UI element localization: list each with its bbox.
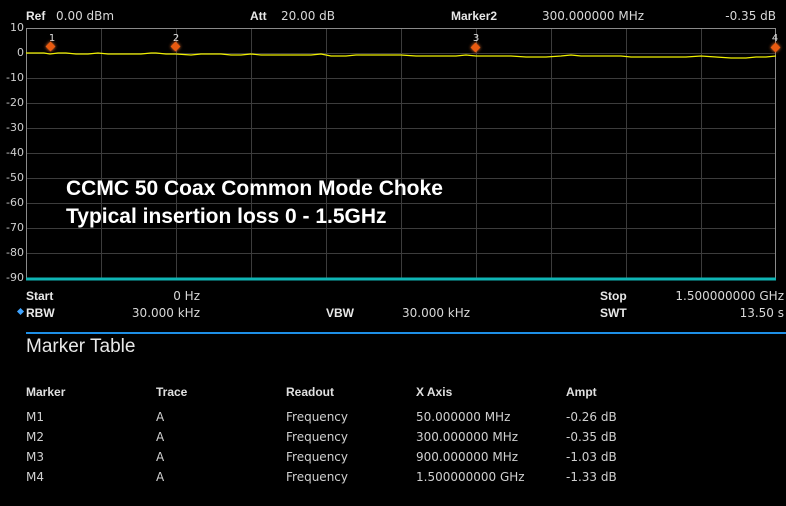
marker-4-label: 4 [771, 33, 779, 44]
column-header-trace: Trace [156, 385, 188, 399]
start-value[interactable]: 0 Hz [173, 289, 200, 303]
cell-readout: Frequency [286, 450, 348, 464]
y-tick: -40 [6, 146, 24, 159]
y-tick: -30 [6, 121, 24, 134]
cell-ampt: -1.03 dB [566, 450, 617, 464]
column-header-marker: Marker [26, 385, 66, 399]
y-tick: -70 [6, 221, 24, 234]
cell-marker: M1 [26, 410, 44, 424]
ref-value[interactable]: 0.00 dBm [56, 9, 115, 23]
grid [26, 28, 776, 278]
rbw-label: RBW [26, 306, 55, 320]
cell-readout: Frequency [286, 470, 348, 484]
att-value[interactable]: 20.00 dB [281, 9, 336, 23]
column-header-x-axis: X Axis [416, 385, 453, 399]
rbw-value[interactable]: 30.000 kHz [131, 306, 200, 320]
y-tick: 10 [10, 21, 24, 34]
cell-marker: M4 [26, 470, 44, 484]
spectrum-plot[interactable]: 1 2 3 4 [26, 28, 781, 281]
marker-2-label: 2 [172, 33, 180, 44]
column-header-readout: Readout [286, 385, 334, 399]
marker-table-title: Marker Table [26, 336, 136, 357]
cell-ampt: -0.26 dB [566, 410, 617, 424]
cell-trace: A [156, 450, 165, 464]
rbw-indicator-icon [16, 307, 25, 316]
stop-label: Stop [600, 289, 627, 303]
y-tick: 0 [17, 46, 24, 59]
start-label: Start [26, 289, 54, 303]
cell-readout: Frequency [286, 410, 348, 424]
y-tick: -60 [6, 196, 24, 209]
annotation-line-1: CCMC 50 Coax Common Mode Choke [66, 177, 443, 200]
cell-readout: Frequency [286, 430, 348, 444]
spectrum-graph [26, 28, 777, 281]
annotation-line-2: Typical insertion loss 0 - 1.5GHz [66, 205, 387, 228]
cell-x-axis: 900.000000 MHz [416, 450, 519, 464]
cell-trace: A [156, 430, 165, 444]
cell-x-axis: 50.000000 MHz [416, 410, 511, 424]
cell-ampt: -1.33 dB [566, 470, 617, 484]
active-marker-label: Marker2 [451, 9, 498, 23]
vbw-label: VBW [326, 306, 354, 320]
active-marker-frequency: 300.000000 MHz [542, 9, 645, 23]
trace-a [26, 52, 777, 59]
stop-value[interactable]: 1.500000000 GHz [675, 289, 784, 303]
y-tick: -90 [6, 271, 24, 284]
y-tick: -80 [6, 246, 24, 259]
cell-x-axis: 300.000000 MHz [416, 430, 519, 444]
cell-marker: M2 [26, 430, 44, 444]
cell-trace: A [156, 470, 165, 484]
section-divider [26, 332, 786, 334]
y-tick: -50 [6, 171, 24, 184]
cell-trace: A [156, 410, 165, 424]
ref-label: Ref [26, 9, 46, 23]
vbw-value[interactable]: 30.000 kHz [402, 306, 471, 320]
cell-x-axis: 1.500000000 GHz [416, 470, 525, 484]
swt-label: SWT [600, 306, 627, 320]
cell-marker: M3 [26, 450, 44, 464]
column-header-ampt: Ampt [566, 385, 597, 399]
marker-3-label: 3 [472, 33, 480, 44]
att-label: Att [250, 9, 267, 23]
y-tick: -10 [6, 71, 24, 84]
cell-ampt: -0.35 dB [566, 430, 617, 444]
y-tick: -20 [6, 96, 24, 109]
active-marker-amplitude: -0.35 dB [725, 9, 776, 23]
swt-value[interactable]: 13.50 s [739, 306, 784, 320]
marker-1-label: 1 [48, 33, 56, 44]
